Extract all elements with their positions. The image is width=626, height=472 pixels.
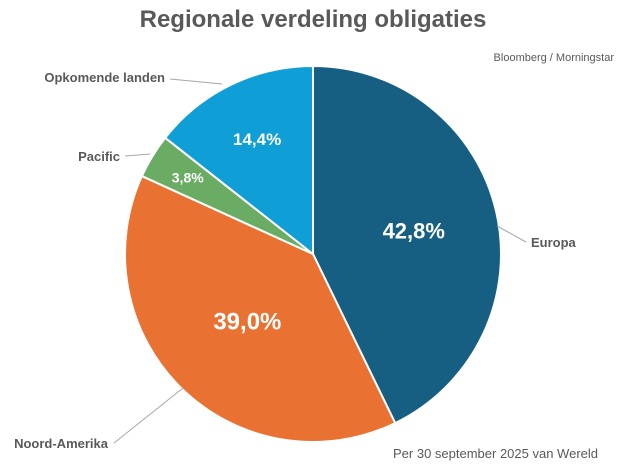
leader-line-1 [113,387,184,444]
pie-slice-0 [312,64,502,425]
category-label-3: Opkomende landen [44,70,165,85]
leader-line-0 [496,225,527,243]
chart-title: Regionale verdeling obligaties [139,6,487,33]
category-label-2: Pacific [78,149,120,164]
data-label-3: 14,4% [233,130,281,149]
data-label-2: 3,8% [172,170,204,186]
category-label-1: Noord-Amerika [14,436,109,451]
leader-line-2 [124,153,151,157]
data-label-1: 39,0% [213,309,281,336]
category-label-0: Europa [531,235,577,250]
leader-line-3 [169,78,223,85]
data-label-0: 42,8% [383,219,445,244]
pie-slice-3 [163,64,314,257]
date-note: Per 30 september 2025 van Wereld [393,446,598,461]
source-label: Bloomberg / Morningstar [493,52,614,64]
